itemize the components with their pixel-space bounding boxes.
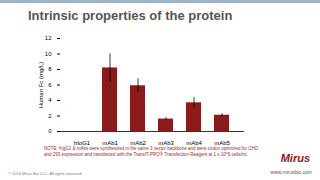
svg-text:mAb3: mAb3 <box>158 140 174 145</box>
svg-text:0: 0 <box>48 128 52 134</box>
svg-text:8: 8 <box>48 66 52 72</box>
html-text:www.mirusbio.com: www.mirusbio.com <box>270 169 312 175</box>
html-text:Intrinsic properties of the pr: Intrinsic properties of the protein <box>28 8 233 23</box>
html-text:© 2014 Mirus Bio LLC. All righ: © 2014 Mirus Bio LLC. All rights reserve… <box>8 171 83 176</box>
svg-text:Human Fc (mg/L): Human Fc (mg/L) <box>38 62 44 109</box>
svg-text:6: 6 <box>48 82 52 88</box>
svg-text:12: 12 <box>45 35 52 41</box>
svg-text:2: 2 <box>48 113 52 119</box>
svg-text:mAb4: mAb4 <box>186 140 202 145</box>
svg-text:10: 10 <box>45 51 52 57</box>
svg-text:hIgG1: hIgG1 <box>74 140 91 145</box>
html-text:NOTE: hIgG1 & mAbs were synthe: NOTE: hIgG1 & mAbs were synthesized in t… <box>44 146 259 157</box>
html-text:Mirus: Mirus <box>280 152 310 164</box>
svg-text:mAb2: mAb2 <box>130 140 146 145</box>
svg-text:4: 4 <box>48 97 52 103</box>
svg-text:mAb1: mAb1 <box>102 140 118 145</box>
svg-text:mAb5: mAb5 <box>214 140 230 145</box>
